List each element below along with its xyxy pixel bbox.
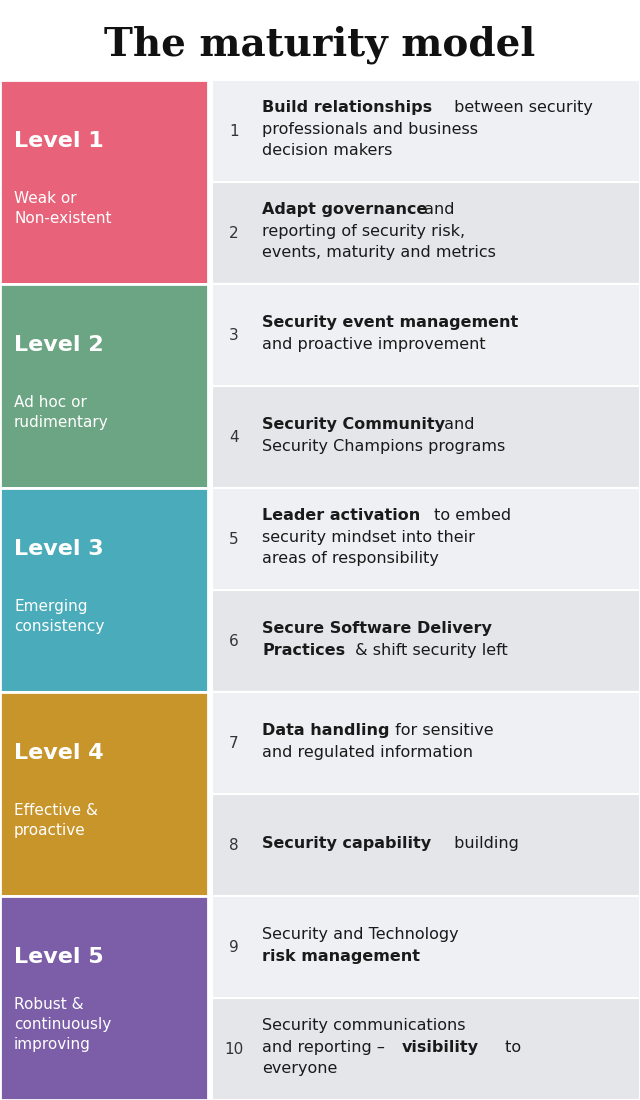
Text: for sensitive: for sensitive: [390, 723, 493, 738]
Text: Leader activation: Leader activation: [262, 508, 420, 524]
Text: security mindset into their: security mindset into their: [262, 530, 475, 544]
Text: 5: 5: [229, 531, 239, 547]
Text: professionals and business: professionals and business: [262, 122, 478, 136]
Text: building: building: [449, 836, 518, 850]
Bar: [0, 284, 208, 488]
Text: 3: 3: [229, 328, 239, 342]
Text: Secure Software Delivery: Secure Software Delivery: [262, 621, 492, 636]
Text: areas of responsibility: areas of responsibility: [262, 551, 439, 566]
Text: Security capability: Security capability: [262, 836, 431, 850]
Text: Level 5: Level 5: [14, 947, 104, 967]
Text: 2: 2: [229, 226, 239, 241]
Bar: [212, 284, 640, 386]
Bar: [212, 998, 640, 1100]
Text: Security event management: Security event management: [262, 315, 518, 330]
Text: Level 1: Level 1: [14, 131, 104, 151]
Text: events, maturity and metrics: events, maturity and metrics: [262, 245, 496, 261]
Text: and proactive improvement: and proactive improvement: [262, 337, 486, 352]
Bar: [0, 692, 208, 896]
Text: between security: between security: [449, 100, 593, 116]
Bar: [212, 488, 640, 590]
Text: Ad hoc or
rudimentary: Ad hoc or rudimentary: [14, 395, 109, 430]
Text: Security communications: Security communications: [262, 1019, 465, 1033]
Text: Data handling: Data handling: [262, 723, 390, 738]
Text: everyone: everyone: [262, 1062, 337, 1077]
Bar: [212, 896, 640, 998]
Text: to: to: [499, 1040, 520, 1055]
Text: Practices: Practices: [262, 642, 345, 658]
Text: and: and: [419, 202, 454, 217]
Bar: [212, 182, 640, 284]
Bar: [212, 80, 640, 182]
Text: Weak or
Non-existent: Weak or Non-existent: [14, 191, 111, 225]
Bar: [0, 488, 208, 692]
Text: 8: 8: [229, 837, 239, 852]
Text: Build relationships: Build relationships: [262, 100, 432, 116]
Text: decision makers: decision makers: [262, 143, 392, 158]
Bar: [212, 692, 640, 794]
Text: Level 3: Level 3: [14, 539, 104, 559]
Text: to embed: to embed: [429, 508, 511, 524]
Text: 4: 4: [229, 429, 239, 444]
Bar: [212, 386, 640, 488]
Text: Security and Technology: Security and Technology: [262, 927, 459, 942]
Text: Effective &
proactive: Effective & proactive: [14, 803, 98, 838]
Text: and regulated information: and regulated information: [262, 745, 473, 760]
Text: and: and: [439, 417, 474, 432]
Text: 7: 7: [229, 736, 239, 750]
Bar: [212, 590, 640, 692]
Text: & shift security left: & shift security left: [351, 642, 508, 658]
Text: The maturity model: The maturity model: [104, 25, 536, 64]
Text: risk management: risk management: [262, 948, 420, 964]
Text: visibility: visibility: [401, 1040, 478, 1055]
Text: 10: 10: [225, 1042, 244, 1056]
Text: Security Community: Security Community: [262, 417, 445, 432]
Text: Security Champions programs: Security Champions programs: [262, 439, 505, 453]
Bar: [0, 80, 208, 284]
Text: Adapt governance: Adapt governance: [262, 202, 428, 217]
Text: Emerging
consistency: Emerging consistency: [14, 600, 104, 634]
Text: reporting of security risk,: reporting of security risk,: [262, 223, 465, 239]
Bar: [0, 896, 208, 1100]
Text: Level 2: Level 2: [14, 336, 104, 355]
Text: Robust &
continuously
improving: Robust & continuously improving: [14, 998, 111, 1052]
Text: 6: 6: [229, 634, 239, 649]
Text: 9: 9: [229, 939, 239, 955]
Text: Level 4: Level 4: [14, 744, 104, 763]
Bar: [212, 794, 640, 896]
Text: 1: 1: [229, 123, 239, 139]
Text: and reporting –: and reporting –: [262, 1040, 390, 1055]
